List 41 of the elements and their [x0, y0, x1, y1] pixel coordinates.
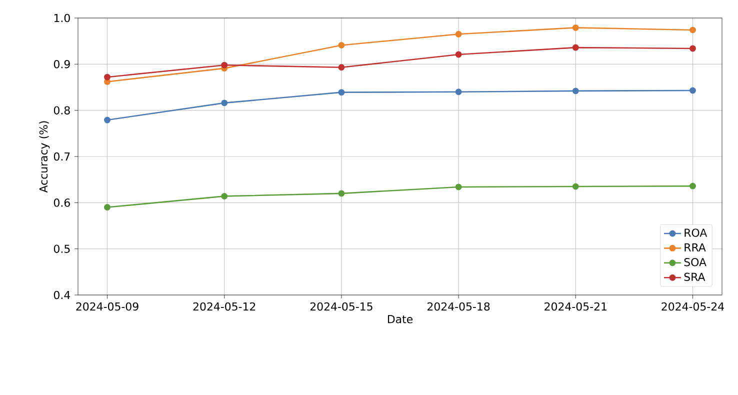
point [689, 26, 696, 34]
y-axis-title: Accuracy (%) [39, 121, 50, 193]
x-tick-label: 2024-05-18 [428, 302, 490, 311]
legend-label: SOA [684, 258, 706, 266]
point [338, 42, 345, 48]
point [455, 30, 462, 38]
point [455, 184, 462, 190]
point [338, 64, 345, 71]
point [455, 51, 462, 58]
point [689, 182, 696, 190]
x-tick-label: 2024-05-15 [310, 302, 372, 311]
y-tick-label: 0.7 [54, 152, 70, 161]
point [572, 88, 579, 94]
point [689, 87, 696, 94]
y-tick-label: 0.8 [54, 106, 70, 114]
point [221, 62, 228, 68]
y-tick-label: 1.0 [54, 14, 70, 22]
point [338, 89, 345, 96]
y-tick-label: 0.6 [54, 198, 70, 207]
point [572, 24, 579, 31]
x-axis-title: Date [388, 315, 413, 324]
point [572, 44, 579, 51]
x-tick-label: 2024-05-21 [544, 302, 606, 311]
x-tick-label: 2024-05-09 [76, 302, 138, 311]
x-tick-label: 2024-05-12 [193, 302, 256, 311]
point [104, 204, 111, 211]
y-tick-label: 0.4 [54, 290, 70, 300]
legend-label: RRA [684, 243, 706, 252]
point [572, 183, 579, 190]
point [221, 192, 228, 200]
x-tick-label: 2024-05-24 [662, 302, 724, 311]
point [221, 100, 228, 106]
point [455, 88, 462, 96]
point [104, 74, 111, 80]
y-tick-label: 0.5 [54, 244, 70, 253]
legend-label: SRA [684, 272, 706, 282]
point [689, 45, 696, 52]
point [338, 190, 345, 197]
y-tick-label: 0.9 [54, 60, 70, 68]
legend-label: ROA [684, 228, 708, 237]
point [104, 116, 111, 124]
